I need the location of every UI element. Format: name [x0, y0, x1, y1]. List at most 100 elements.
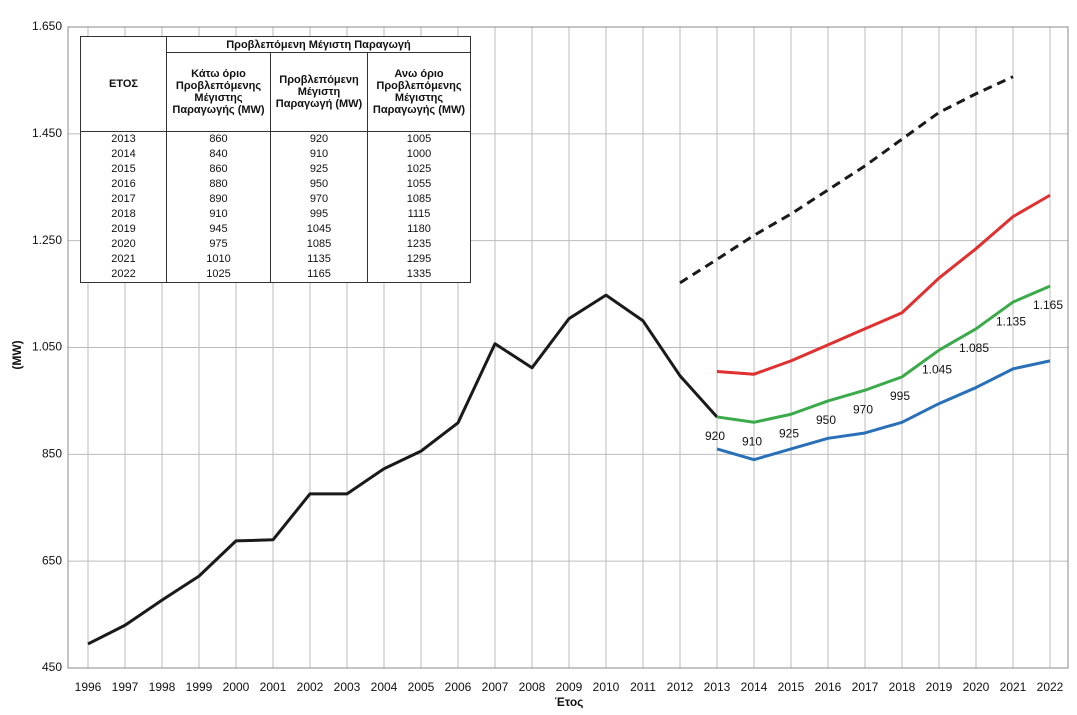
table-cell: 2020 — [80, 237, 167, 252]
x-tick-label: 2015 — [778, 680, 805, 694]
table-cell: 910 — [166, 207, 271, 222]
data-table: ΕΤΟΣ Προβλεπόμενη Μέγιστη Παραγωγή Κάτω … — [80, 36, 471, 283]
table-cell: 2019 — [80, 222, 167, 237]
series-line — [87, 293, 719, 646]
y-tick-label: 450 — [42, 660, 62, 674]
table-cell: 1115 — [367, 207, 471, 222]
data-label: 925 — [779, 426, 799, 440]
table-row: 2020 975 1085 1235 — [80, 237, 471, 252]
table-cell: 1085 — [367, 192, 471, 207]
data-label: 1.085 — [959, 341, 989, 355]
table-cell: 2022 — [80, 267, 167, 283]
x-tick-label: 2006 — [445, 680, 472, 694]
table-cell: 1000 — [367, 147, 471, 162]
table-header: ΕΤΟΣ — [80, 36, 167, 132]
table-cell: 1295 — [367, 252, 471, 267]
series-line — [716, 359, 1051, 462]
data-label: 910 — [742, 434, 762, 448]
table-cell: 975 — [166, 237, 271, 252]
table-cell: 1005 — [367, 131, 471, 147]
data-label: 1.165 — [1033, 298, 1063, 312]
table-cell: 910 — [270, 147, 368, 162]
x-tick-label: 2009 — [556, 680, 583, 694]
table-row: 2013 860 920 1005 — [80, 131, 471, 147]
series-line — [679, 75, 1014, 285]
y-tick-label: 1.050 — [32, 340, 62, 354]
table-column-header: Προβλεπόμενη Μέγιστη Παραγωγή (MW) — [270, 52, 368, 132]
x-tick-label: 2019 — [926, 680, 953, 694]
table-cell: 1085 — [270, 237, 368, 252]
x-tick-label: 2014 — [741, 680, 768, 694]
x-tick-label: 2002 — [297, 680, 324, 694]
x-tick-label: 2013 — [704, 680, 731, 694]
y-tick-label: 1.450 — [32, 126, 62, 140]
x-tick-label: 1998 — [149, 680, 176, 694]
data-label: 920 — [705, 429, 725, 443]
table-cell: 2021 — [80, 252, 167, 267]
x-tick-label: 2022 — [1037, 680, 1064, 694]
data-label: 950 — [816, 413, 836, 427]
table-cell: 1180 — [367, 222, 471, 237]
table-cell: 945 — [166, 222, 271, 237]
x-tick-label: 2005 — [408, 680, 435, 694]
table-cell: 1235 — [367, 237, 471, 252]
table-cell: 840 — [166, 147, 271, 162]
x-tick-label: 2018 — [889, 680, 916, 694]
x-tick-label: 1996 — [75, 680, 102, 694]
table-row: 2018 910 995 1115 — [80, 207, 471, 222]
table-cell: 920 — [270, 131, 368, 147]
table-cell: 2018 — [80, 207, 167, 222]
table-cell: 2015 — [80, 162, 167, 177]
x-axis-title: Έτος — [555, 695, 584, 709]
table-cell: 925 — [270, 162, 368, 177]
x-tick-label: 2000 — [223, 680, 250, 694]
table-row: 2019 945 1045 1180 — [80, 222, 471, 237]
x-tick-label: 2021 — [1000, 680, 1027, 694]
table-cell: 995 — [270, 207, 368, 222]
table-cell: 2014 — [80, 147, 167, 162]
x-tick-label: 2007 — [482, 680, 509, 694]
x-tick-label: 2017 — [852, 680, 879, 694]
y-axis-title: (MW) — [10, 340, 24, 369]
x-tick-label: 2011 — [630, 680, 656, 694]
x-tick-label: 2010 — [593, 680, 620, 694]
table-row: 2016 880 950 1055 — [80, 177, 471, 192]
table-cell: 1135 — [270, 252, 368, 267]
x-tick-label: 2012 — [667, 680, 694, 694]
x-tick-label: 1999 — [186, 680, 213, 694]
y-tick-label: 850 — [42, 447, 62, 461]
table-cell: 890 — [166, 192, 271, 207]
series-line — [716, 284, 1051, 424]
table-cell: 950 — [270, 177, 368, 192]
y-tick-label: 650 — [42, 553, 62, 567]
table-cell: 860 — [166, 131, 271, 147]
table-row: 2017 890 970 1085 — [80, 192, 471, 207]
table-row: 2015 860 925 1025 — [80, 162, 471, 177]
table-cell: 1025 — [367, 162, 471, 177]
table-cell: 1025 — [166, 267, 271, 283]
x-tick-label: 1997 — [112, 680, 139, 694]
table-cell: 880 — [166, 177, 271, 192]
data-label: 1.045 — [922, 362, 952, 376]
table-cell: 1010 — [166, 252, 271, 267]
table-cell: 1055 — [367, 177, 471, 192]
table-cell: 970 — [270, 192, 368, 207]
y-tick-label: 1.650 — [32, 19, 62, 33]
x-tick-label: 2008 — [519, 680, 546, 694]
data-label: 995 — [890, 389, 910, 403]
x-tick-label: 2004 — [371, 680, 398, 694]
data-label: 1.135 — [996, 314, 1026, 328]
table-cell: 1045 — [270, 222, 368, 237]
x-tick-label: 2003 — [334, 680, 361, 694]
plot-border — [67, 26, 1069, 669]
table-column-header: Κάτω όριο Προβλεπόμενης Μέγιστης Παραγωγ… — [166, 52, 271, 132]
y-tick-label: 1.250 — [32, 233, 62, 247]
table-cell: 2013 — [80, 131, 167, 147]
x-tick-label: 2001 — [260, 680, 287, 694]
x-tick-label: 2016 — [815, 680, 842, 694]
data-label: 970 — [853, 402, 873, 416]
table-column-header: Ανω όριο Προβλεπόμενης Μέγιστης Παραγωγή… — [367, 52, 471, 132]
table-cell: 1165 — [270, 267, 368, 283]
